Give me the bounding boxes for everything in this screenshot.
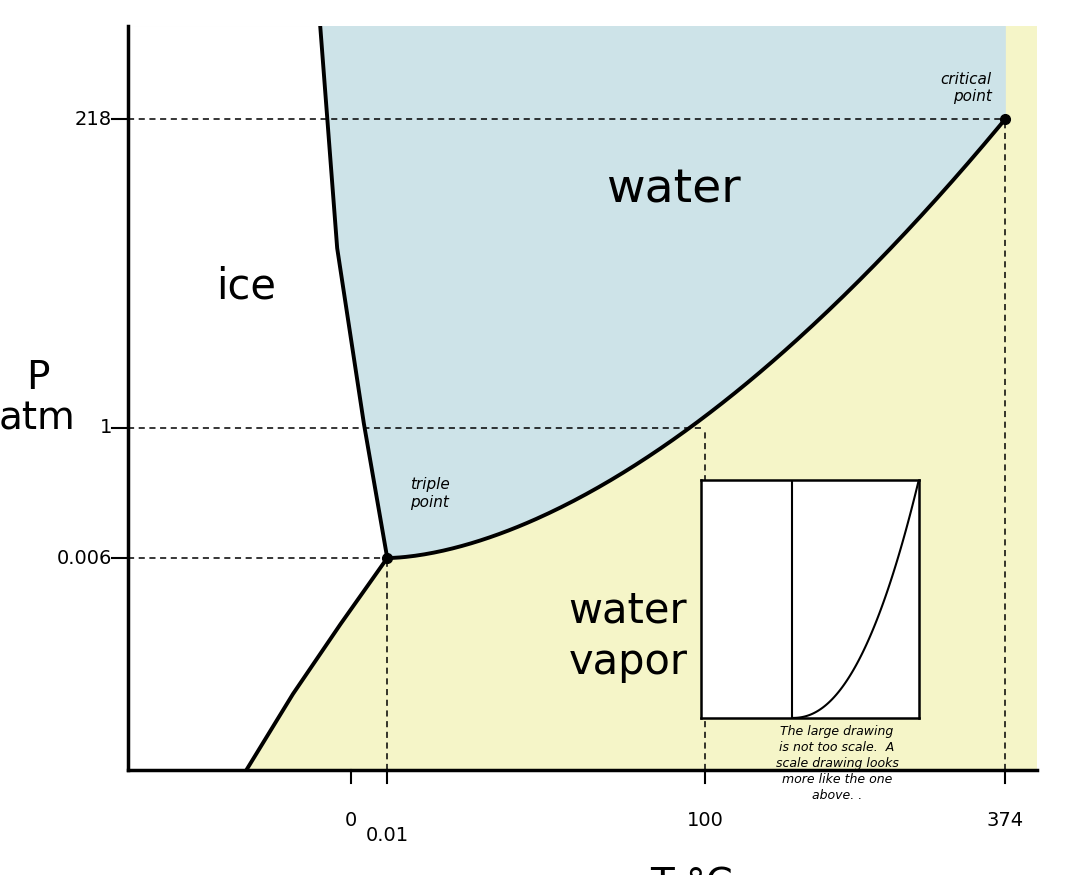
Polygon shape xyxy=(128,11,387,770)
Text: 0: 0 xyxy=(345,811,357,829)
Text: T °C: T °C xyxy=(650,866,733,875)
Text: 1: 1 xyxy=(99,418,112,438)
Text: water: water xyxy=(606,167,741,213)
Text: P
atm: P atm xyxy=(0,359,76,438)
Text: water
vapor: water vapor xyxy=(569,589,687,683)
Text: 100: 100 xyxy=(687,811,724,829)
Text: 218: 218 xyxy=(75,109,112,129)
Text: 0.01: 0.01 xyxy=(366,826,408,844)
Text: 374: 374 xyxy=(987,811,1024,829)
Text: critical
point: critical point xyxy=(941,72,992,104)
Text: 0.006: 0.006 xyxy=(57,549,112,568)
Polygon shape xyxy=(319,11,1005,558)
Text: ice: ice xyxy=(216,266,277,307)
Text: triple
point: triple point xyxy=(410,477,450,509)
Text: The large drawing
is not too scale.  A
scale drawing looks
more like the one
abo: The large drawing is not too scale. A sc… xyxy=(776,725,898,802)
